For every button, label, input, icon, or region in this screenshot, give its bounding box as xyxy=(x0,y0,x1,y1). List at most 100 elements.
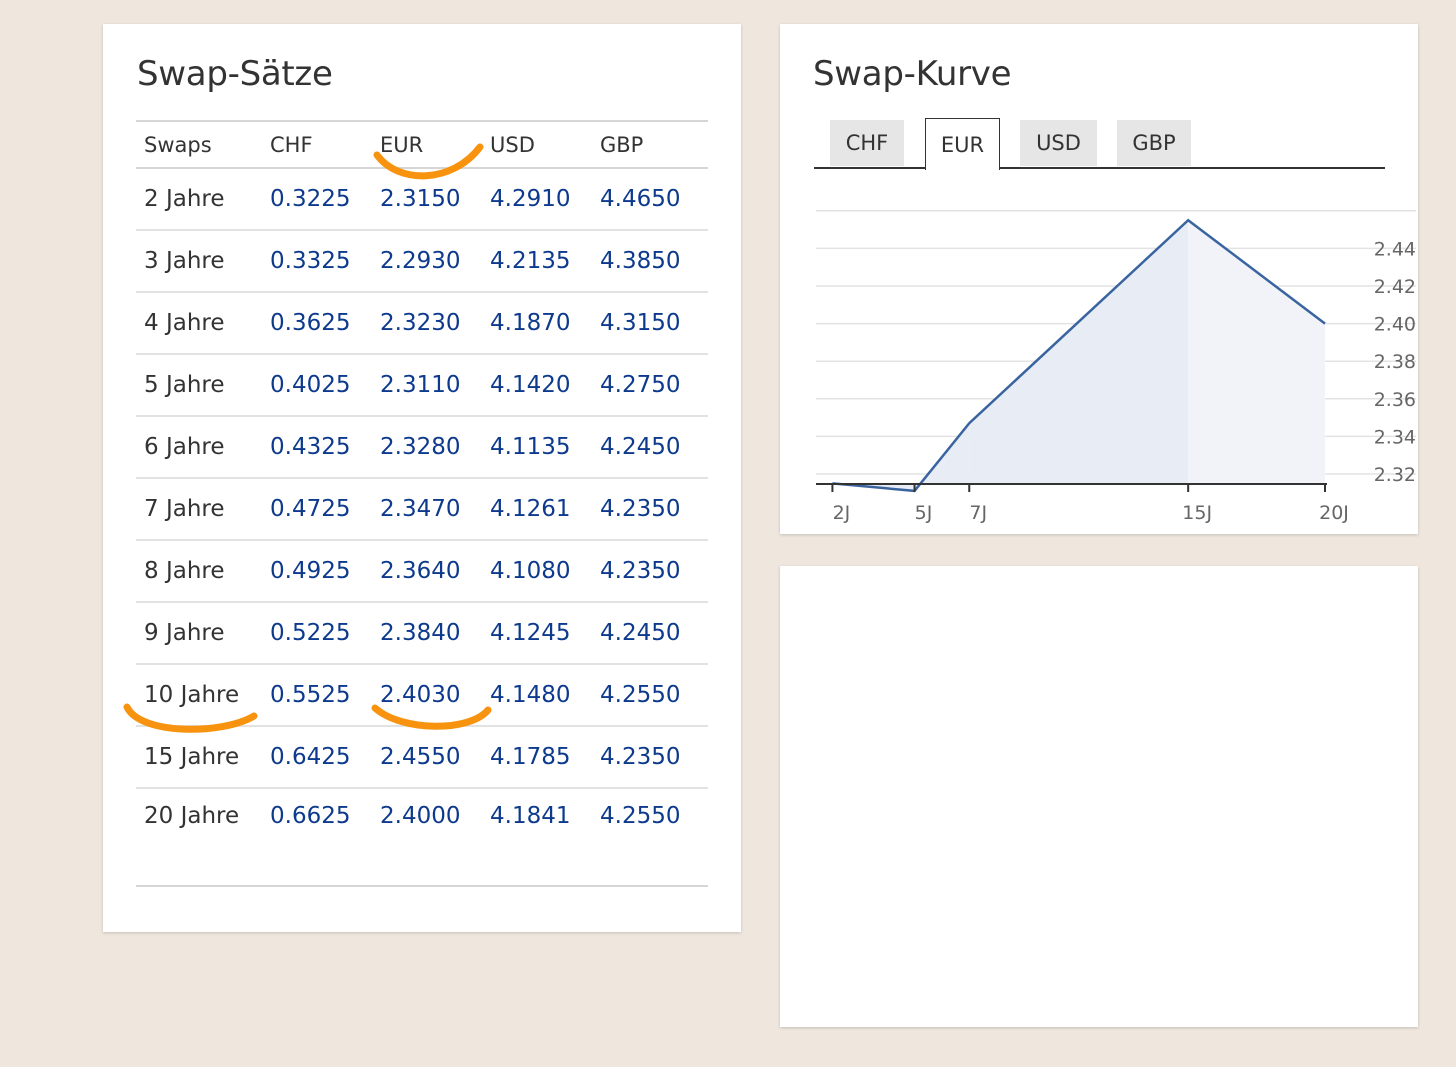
series-line xyxy=(832,218,1326,493)
y-tick-label: 2.36 xyxy=(1374,389,1416,411)
usd-rate: 4.1245 xyxy=(490,602,600,665)
term-cell: 9 Jahre xyxy=(136,602,270,665)
swap-rates-title: Swap-Sätze xyxy=(137,54,333,94)
term-cell: 20 Jahre xyxy=(144,803,240,829)
chart-y-labels: 2.32 2.34 2.36 2.38 2.40 2.42 2.44 xyxy=(1374,238,1416,486)
table-row: 4 Jahre 0.3625 2.3230 4.1870 4.3150 xyxy=(136,292,708,355)
gbp-rate: 4.2450 xyxy=(600,416,708,479)
term-cell: 5 Jahre xyxy=(136,354,270,417)
eur-rate: 2.3150 xyxy=(380,168,490,231)
term-cell: 3 Jahre xyxy=(136,230,270,293)
usd-rate: 4.1841 xyxy=(490,803,571,829)
x-tick-label: 7J xyxy=(969,502,987,524)
swap-rates-table: Swaps CHF EUR USD GBP 2 Jahre 0.3225 2.315… xyxy=(136,120,708,887)
chf-rate: 0.6425 xyxy=(270,726,380,789)
eur-rate: 2.3280 xyxy=(380,416,490,479)
table-header-row: Swaps CHF EUR USD GBP xyxy=(136,121,708,169)
gbp-rate: 4.2350 xyxy=(600,726,708,789)
chf-rate: 0.4025 xyxy=(270,354,380,417)
y-tick-label: 2.44 xyxy=(1374,238,1416,260)
eur-rate: 2.4550 xyxy=(380,726,490,789)
chf-rate: 0.3225 xyxy=(270,168,380,231)
eur-rate: 2.4000 xyxy=(380,803,461,829)
header-swaps: Swaps xyxy=(136,121,270,169)
header-chf: CHF xyxy=(270,121,380,169)
eur-rate: 2.4030 xyxy=(380,664,490,727)
gbp-rate: 4.2550 xyxy=(600,803,681,829)
gbp-rate: 4.4650 xyxy=(600,168,708,231)
term-cell: 8 Jahre xyxy=(136,540,270,603)
eur-rate: 2.3110 xyxy=(380,354,490,417)
gbp-rate: 4.3850 xyxy=(600,230,708,293)
y-tick-label: 2.38 xyxy=(1374,351,1416,373)
header-usd: USD xyxy=(490,121,600,169)
eur-rate: 2.3840 xyxy=(380,602,490,665)
usd-rate: 4.1480 xyxy=(490,664,600,727)
area-segment xyxy=(832,423,970,491)
tab-chf[interactable]: CHF xyxy=(830,120,904,166)
table-row: 15 Jahre 0.6425 2.4550 4.1785 4.2350 xyxy=(136,726,708,789)
chf-rate: 0.6625 xyxy=(270,803,351,829)
usd-rate: 4.1420 xyxy=(490,354,600,417)
swap-curve-panel: Swap-Kurve CHF EUR USD GBP 2J 5J 7J 15J 20J … xyxy=(780,24,1418,534)
currency-tabs: CHF EUR USD GBP xyxy=(814,118,1385,170)
y-tick-label: 2.32 xyxy=(1374,464,1416,486)
header-eur: EUR xyxy=(380,121,490,169)
area-segment xyxy=(969,220,1189,484)
term-cell: 10 Jahre xyxy=(136,664,270,727)
usd-rate: 4.1870 xyxy=(490,292,600,355)
gbp-rate: 4.2350 xyxy=(600,540,708,603)
area-segment xyxy=(1188,220,1325,484)
gbp-rate: 4.2450 xyxy=(600,602,708,665)
term-cell: 2 Jahre xyxy=(136,168,270,231)
swap-curve-chart: 2J 5J 7J 15J 20J 2.32 2.34 2.36 2.38 2.40 2.42 2.4… xyxy=(816,210,1416,524)
y-tick-label: 2.40 xyxy=(1374,314,1416,336)
x-tick-label: 15J xyxy=(1182,502,1212,524)
empty-panel xyxy=(780,566,1418,1027)
usd-rate: 4.1135 xyxy=(490,416,600,479)
chf-rate: 0.3325 xyxy=(270,230,380,293)
usd-rate: 4.2135 xyxy=(490,230,600,293)
term-cell: 4 Jahre xyxy=(136,292,270,355)
usd-rate: 4.1080 xyxy=(490,540,600,603)
chf-rate: 0.5225 xyxy=(270,602,380,665)
gbp-rate: 4.2550 xyxy=(600,664,708,727)
chf-rate: 0.4325 xyxy=(270,416,380,479)
table-row: 2 Jahre 0.3225 2.3150 4.2910 4.4650 xyxy=(136,168,708,231)
table-row: 10 Jahre 0.5525 2.4030 4.1480 4.2550 xyxy=(136,664,708,727)
table-row: 5 Jahre 0.4025 2.3110 4.1420 4.2750 xyxy=(136,354,708,417)
chart-area-layer xyxy=(832,218,1326,493)
y-tick-label: 2.34 xyxy=(1374,426,1416,448)
y-tick-label: 2.42 xyxy=(1374,276,1416,298)
x-tick-label: 20J xyxy=(1319,502,1349,524)
usd-rate: 4.1261 xyxy=(490,478,600,541)
table-row: 9 Jahre 0.5225 2.3840 4.1245 4.2450 xyxy=(136,602,708,665)
tab-gbp[interactable]: GBP xyxy=(1117,120,1191,166)
tab-eur[interactable]: EUR xyxy=(925,118,1000,170)
eur-rate: 2.3640 xyxy=(380,540,490,603)
chf-rate: 0.4725 xyxy=(270,478,380,541)
term-cell: 6 Jahre xyxy=(136,416,270,479)
usd-rate: 4.2910 xyxy=(490,168,600,231)
x-tick-label: 2J xyxy=(833,502,851,524)
eur-rate: 2.2930 xyxy=(380,230,490,293)
gbp-rate: 4.2350 xyxy=(600,478,708,541)
term-cell: 15 Jahre xyxy=(136,726,270,789)
gbp-rate: 4.2750 xyxy=(600,354,708,417)
swap-rates-panel: Swap-Sätze Swaps CHF EUR USD GBP 2 Jahre… xyxy=(103,24,741,932)
table-row: 6 Jahre 0.4325 2.3280 4.1135 4.2450 xyxy=(136,416,708,479)
table-row: 7 Jahre 0.4725 2.3470 4.1261 4.2350 xyxy=(136,478,708,541)
table-row: 20 Jahre 0.6625 2.4000 4.1841 4.2550 xyxy=(136,788,708,886)
table-row: 3 Jahre 0.3325 2.2930 4.2135 4.3850 xyxy=(136,230,708,293)
header-gbp: GBP xyxy=(600,121,708,169)
term-cell: 7 Jahre xyxy=(136,478,270,541)
eur-rate: 2.3230 xyxy=(380,292,490,355)
tab-usd[interactable]: USD xyxy=(1020,120,1097,166)
swap-curve-title: Swap-Kurve xyxy=(813,54,1012,94)
chart-x-axis: 2J 5J 7J 15J 20J xyxy=(816,483,1349,524)
eur-rate: 2.3470 xyxy=(380,478,490,541)
x-tick-label: 5J xyxy=(915,502,933,524)
gbp-rate: 4.3150 xyxy=(600,292,708,355)
chf-rate: 0.3625 xyxy=(270,292,380,355)
usd-rate: 4.1785 xyxy=(490,726,600,789)
